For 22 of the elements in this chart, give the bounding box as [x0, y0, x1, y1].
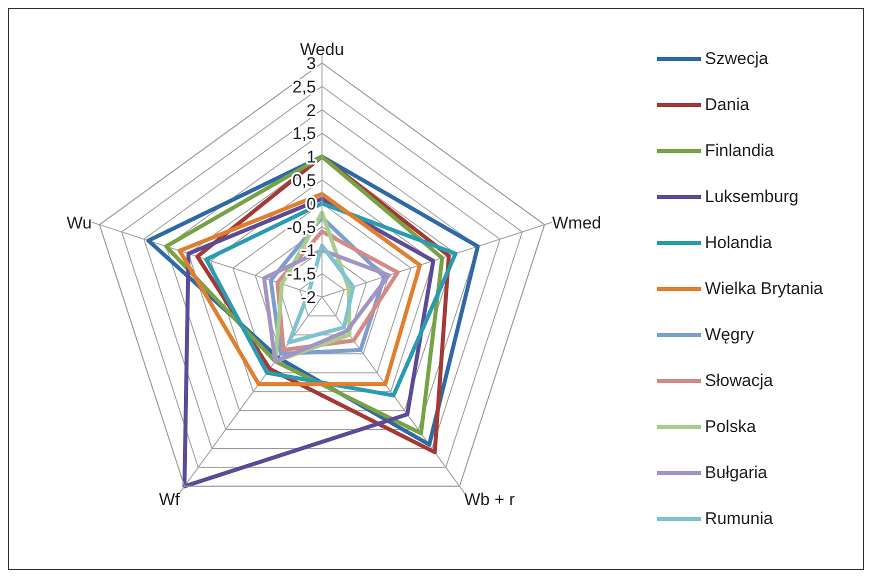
legend-label: Polska: [704, 417, 756, 437]
legend-label: Dania: [704, 95, 750, 115]
y-tick-label: 3: [306, 54, 316, 73]
legend-label: Holandia: [704, 233, 772, 253]
y-tick-label: 1,5: [292, 124, 316, 144]
legend-label: Bułgaria: [704, 463, 768, 483]
y-tick-label: 2,5: [292, 77, 316, 96]
y-tick-label: -1: [300, 241, 316, 260]
y-tick-label: 0,5: [292, 171, 316, 190]
legend-label: Finlandia: [704, 141, 774, 161]
legend-label: Luksemburg: [704, 187, 798, 207]
y-tick-label: 2: [306, 100, 316, 120]
spoke-label: Wb + r: [464, 490, 516, 509]
spoke-label: Wu: [66, 213, 92, 232]
legend-label: Rumunia: [704, 509, 773, 529]
spoke-label: Wf: [158, 490, 180, 509]
legend-label: Szwecja: [704, 49, 768, 69]
spoke-label: Wmed: [552, 213, 602, 232]
legend-label: Słowacja: [704, 371, 773, 391]
y-tick-label: -0,5: [286, 218, 316, 237]
legend-label: Wielka Brytania: [704, 279, 823, 299]
legend-label: Węgry: [704, 325, 754, 345]
